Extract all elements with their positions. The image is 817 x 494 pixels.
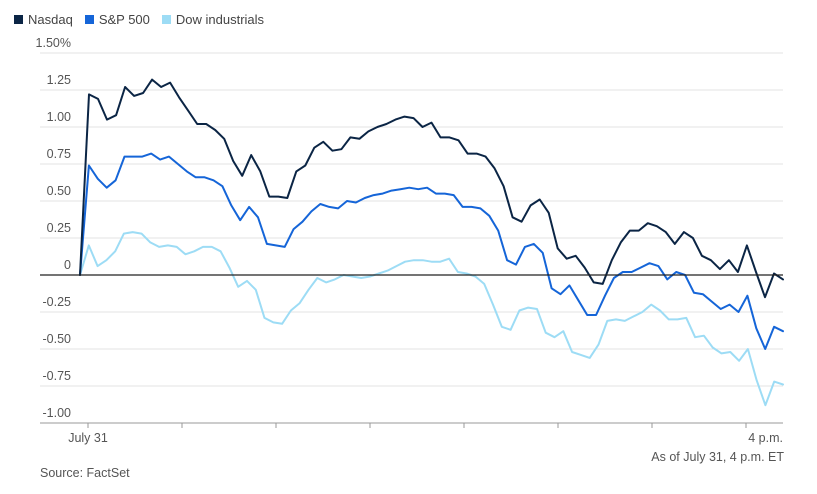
x-tick-label-0: July 31 — [68, 431, 108, 445]
series-line-s-p-500 — [79, 152, 784, 350]
y-tick-label-5: 0.25 — [47, 221, 71, 235]
y-tick-label-0: 1.50% — [36, 36, 71, 50]
y-tick-label-4: 0.50 — [47, 184, 71, 198]
legend: Nasdaq S&P 500 Dow industrials — [14, 12, 264, 27]
y-tick-label-7: -0.25 — [43, 295, 72, 309]
legend-item-dow[interactable]: Dow industrials — [161, 12, 265, 27]
legend-item-sp500[interactable]: S&P 500 — [84, 12, 150, 27]
legend-label-sp500: S&P 500 — [98, 12, 150, 27]
timestamp-note: As of July 31, 4 p.m. ET — [651, 450, 784, 464]
y-tick-label-9: -0.75 — [43, 369, 72, 383]
y-tick-label-3: 0.75 — [47, 147, 71, 161]
legend-swatch-dow — [161, 15, 171, 24]
legend-swatch-nasdaq — [14, 15, 23, 24]
series-line-dow-industrials — [79, 231, 784, 407]
y-tick-label-6: 0 — [64, 258, 71, 272]
legend-label-dow: Dow industrials — [175, 12, 265, 27]
y-tick-label-2: 1.00 — [47, 110, 71, 124]
legend-item-nasdaq[interactable]: Nasdaq — [14, 12, 73, 27]
x-tick-label-7: 4 p.m. — [748, 431, 783, 445]
source-note: Source: FactSet — [40, 466, 130, 480]
y-tick-label-10: -1.00 — [43, 406, 72, 420]
y-tick-label-1: 1.25 — [47, 73, 71, 87]
y-tick-label-8: -0.50 — [43, 332, 72, 346]
series-line-nasdaq — [79, 78, 784, 299]
legend-label-nasdaq: Nasdaq — [28, 12, 73, 27]
legend-swatch-sp500 — [84, 15, 94, 24]
